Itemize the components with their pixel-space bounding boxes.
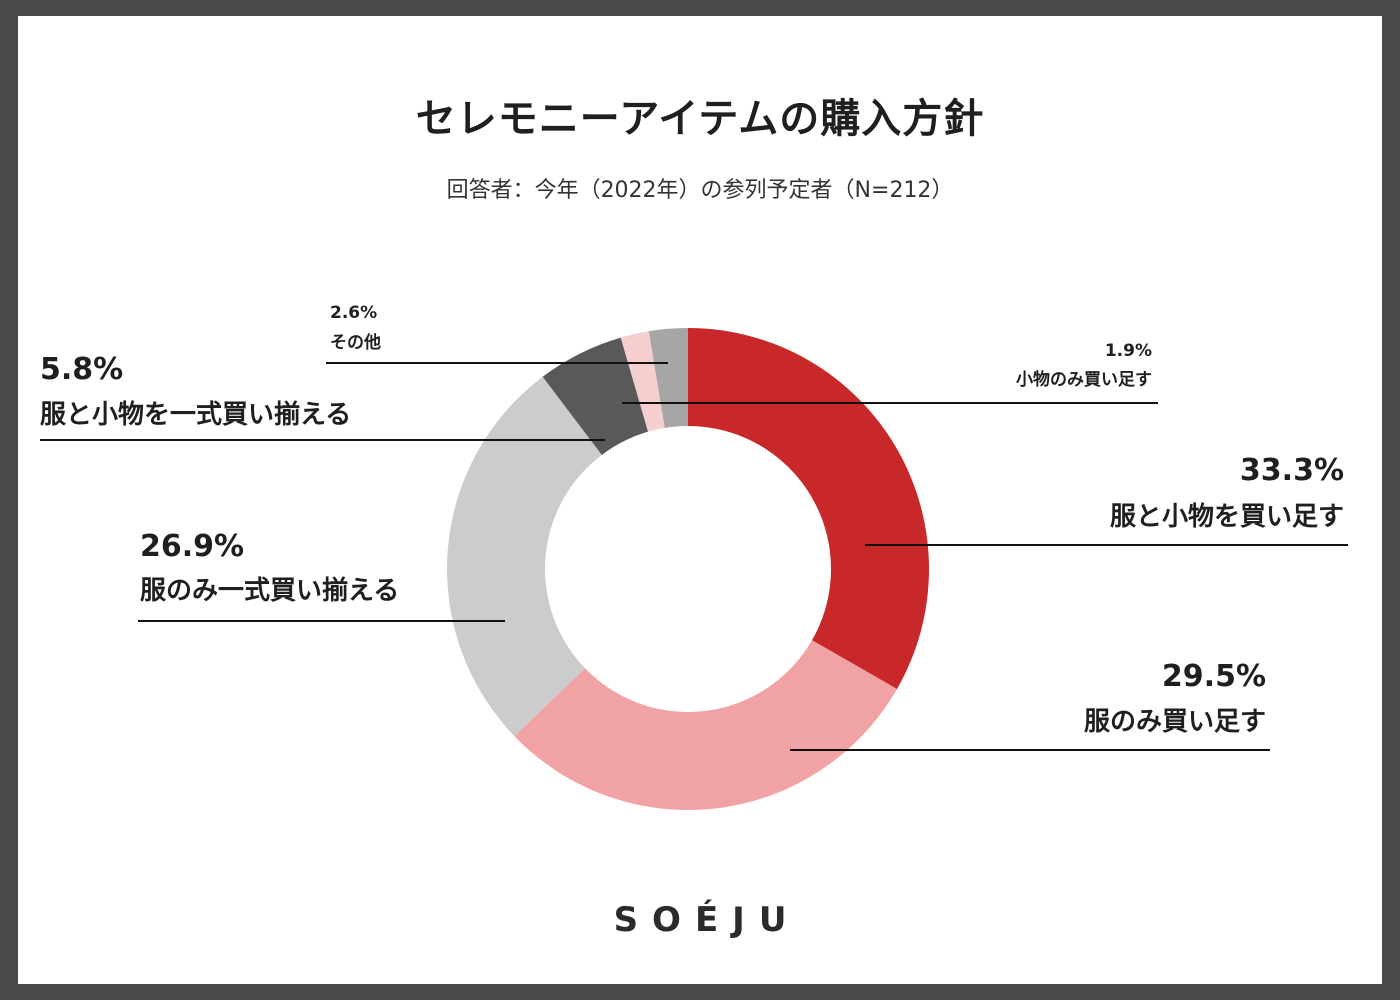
donut-hole xyxy=(545,426,831,712)
slice-label-name-5: その他 xyxy=(330,332,381,353)
brand-logo: SOÉJU xyxy=(613,900,801,940)
slice-label-pct-0: 33.3% xyxy=(1240,453,1344,488)
slice-label-name-4: 小物のみ買い足す xyxy=(1016,369,1152,390)
slice-label-name-2: 服のみ一式買い揃える xyxy=(140,576,399,606)
slice-label-pct-1: 29.5% xyxy=(1162,659,1266,694)
slice-label-pct-3: 5.8% xyxy=(40,352,123,387)
slice-label-name-1: 服のみ買い足す xyxy=(1084,707,1266,737)
slice-label-pct-5: 2.6% xyxy=(330,303,377,323)
slice-label-name-3: 服と小物を一式買い揃える xyxy=(40,400,351,430)
slice-label-pct-2: 26.9% xyxy=(140,529,244,564)
chart-title: セレモニーアイテムの購入方針 xyxy=(415,96,985,142)
chart-subtitle: 回答者：今年（2022年）の参列予定者（N=212） xyxy=(446,178,954,203)
slice-label-pct-4: 1.9% xyxy=(1105,341,1152,361)
slice-label-name-0: 服と小物を買い足す xyxy=(1110,502,1344,532)
